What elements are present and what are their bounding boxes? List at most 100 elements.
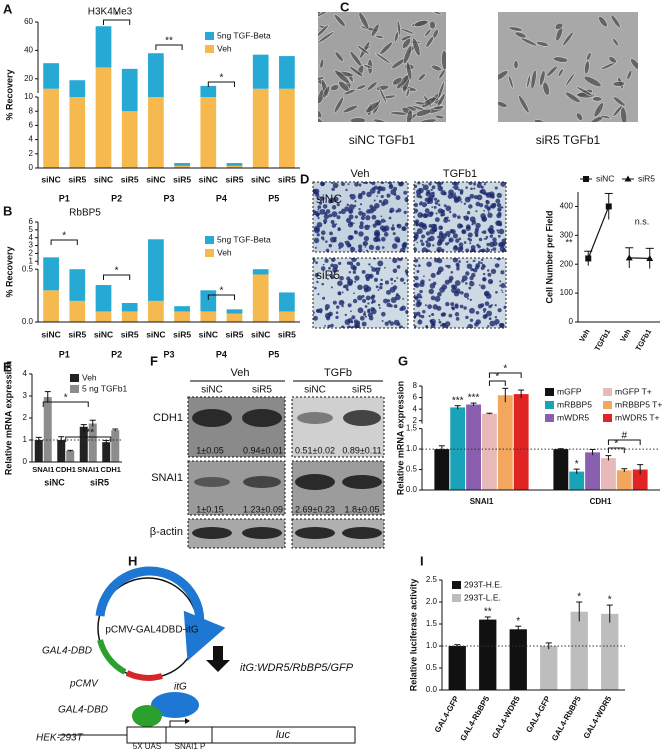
invaded-cell xyxy=(374,267,381,273)
invaded-cell xyxy=(350,246,353,250)
invaded-cell xyxy=(448,278,453,283)
invaded-cell xyxy=(367,302,370,305)
invaded-cell xyxy=(427,211,434,218)
invaded-cell xyxy=(434,201,439,205)
tss-arrow xyxy=(169,720,185,727)
y-tick-label: 6 xyxy=(413,393,418,402)
protein-label: itG xyxy=(174,682,187,693)
invaded-cell xyxy=(377,185,383,192)
invaded-cell xyxy=(494,318,500,325)
invaded-cell xyxy=(473,195,478,200)
bar xyxy=(66,451,75,462)
bar xyxy=(601,458,616,490)
invaded-cell xyxy=(496,229,499,232)
invaded-cell xyxy=(430,188,433,192)
invaded-cell xyxy=(459,189,464,193)
y-tick-label: 1.0 xyxy=(406,444,418,453)
invaded-cell xyxy=(470,245,476,250)
invaded-cell xyxy=(370,295,375,300)
bar-segment xyxy=(95,67,112,168)
promoter-arc xyxy=(125,670,163,681)
bar xyxy=(497,395,513,490)
cell xyxy=(424,28,432,38)
invaded-cell xyxy=(418,187,424,194)
cell xyxy=(612,37,619,47)
invaded-cell xyxy=(378,239,381,242)
invaded-cell xyxy=(473,182,477,186)
bar-segment xyxy=(148,239,164,301)
invaded-cell xyxy=(497,308,502,313)
invaded-cell xyxy=(478,202,484,208)
invaded-cell xyxy=(492,237,497,242)
invaded-cell xyxy=(496,213,502,219)
invaded-cell xyxy=(482,272,486,276)
invaded-cell xyxy=(388,216,392,220)
invaded-cell xyxy=(450,284,456,289)
cell xyxy=(554,22,564,30)
invaded-cell xyxy=(335,315,339,320)
invaded-cell xyxy=(417,264,421,268)
invaded-cell xyxy=(436,305,442,311)
invaded-cell xyxy=(363,311,366,314)
y-tick-label: 4 xyxy=(413,404,418,413)
invaded-cell xyxy=(489,193,495,199)
cell xyxy=(318,76,325,81)
invaded-cell xyxy=(332,300,337,305)
y-tick-label: 40 xyxy=(24,46,33,55)
cell xyxy=(612,104,623,117)
quant-label: 1.8±0.05 xyxy=(345,504,380,514)
invaded-cell xyxy=(325,316,331,321)
invaded-cell xyxy=(427,304,433,310)
invaded-cell xyxy=(475,234,478,237)
invaded-cell xyxy=(336,202,340,207)
invaded-cell xyxy=(479,189,484,194)
quant-label: 0.51±0.02 xyxy=(295,445,335,455)
invaded-cell xyxy=(421,202,427,208)
invaded-cell xyxy=(353,265,357,270)
invaded-cell xyxy=(479,284,481,286)
invaded-cell xyxy=(403,210,407,215)
invaded-cell xyxy=(364,315,367,318)
invaded-cell xyxy=(363,312,367,316)
invaded-cell xyxy=(405,271,408,276)
y-axis-label: Relative luciferase activity xyxy=(408,579,418,692)
invaded-cell xyxy=(486,269,490,272)
y-axis-label: Relative mRNA expression xyxy=(3,361,13,475)
invaded-cell xyxy=(420,279,425,284)
invaded-cell xyxy=(363,284,369,291)
y-tick-label: 60 xyxy=(24,17,33,26)
cell xyxy=(421,96,437,108)
cell xyxy=(412,37,421,57)
legend-label: mRBBP5 T+ xyxy=(615,399,662,409)
invaded-cell xyxy=(485,200,490,205)
invaded-cell xyxy=(421,183,424,186)
cell xyxy=(576,86,594,97)
cell xyxy=(318,116,327,122)
invaded-cell xyxy=(384,266,386,269)
construct-label: luc xyxy=(276,729,291,741)
invaded-cell xyxy=(469,216,476,223)
invaded-cell xyxy=(396,223,402,229)
bar-segment xyxy=(69,97,86,168)
invaded-cell xyxy=(353,222,355,225)
cell xyxy=(400,28,416,35)
cell xyxy=(600,114,611,119)
invaded-cell xyxy=(501,248,506,252)
invaded-cell xyxy=(489,320,496,327)
group-label: P1 xyxy=(59,193,70,203)
invaded-cell xyxy=(398,182,404,187)
cell xyxy=(552,56,569,63)
invaded-cell xyxy=(403,190,408,195)
protein-label: GAL4-DBD xyxy=(58,705,108,716)
bar xyxy=(570,611,588,690)
bar-segment xyxy=(252,269,269,275)
condition-label: Veh xyxy=(231,367,250,379)
invaded-cell xyxy=(424,208,430,214)
invaded-cell xyxy=(391,243,398,249)
cell xyxy=(429,20,436,30)
invaded-cell xyxy=(375,245,381,251)
invaded-cell xyxy=(425,249,431,252)
invaded-cell xyxy=(465,315,469,320)
invaded-cell xyxy=(494,186,498,190)
cell xyxy=(557,68,564,78)
